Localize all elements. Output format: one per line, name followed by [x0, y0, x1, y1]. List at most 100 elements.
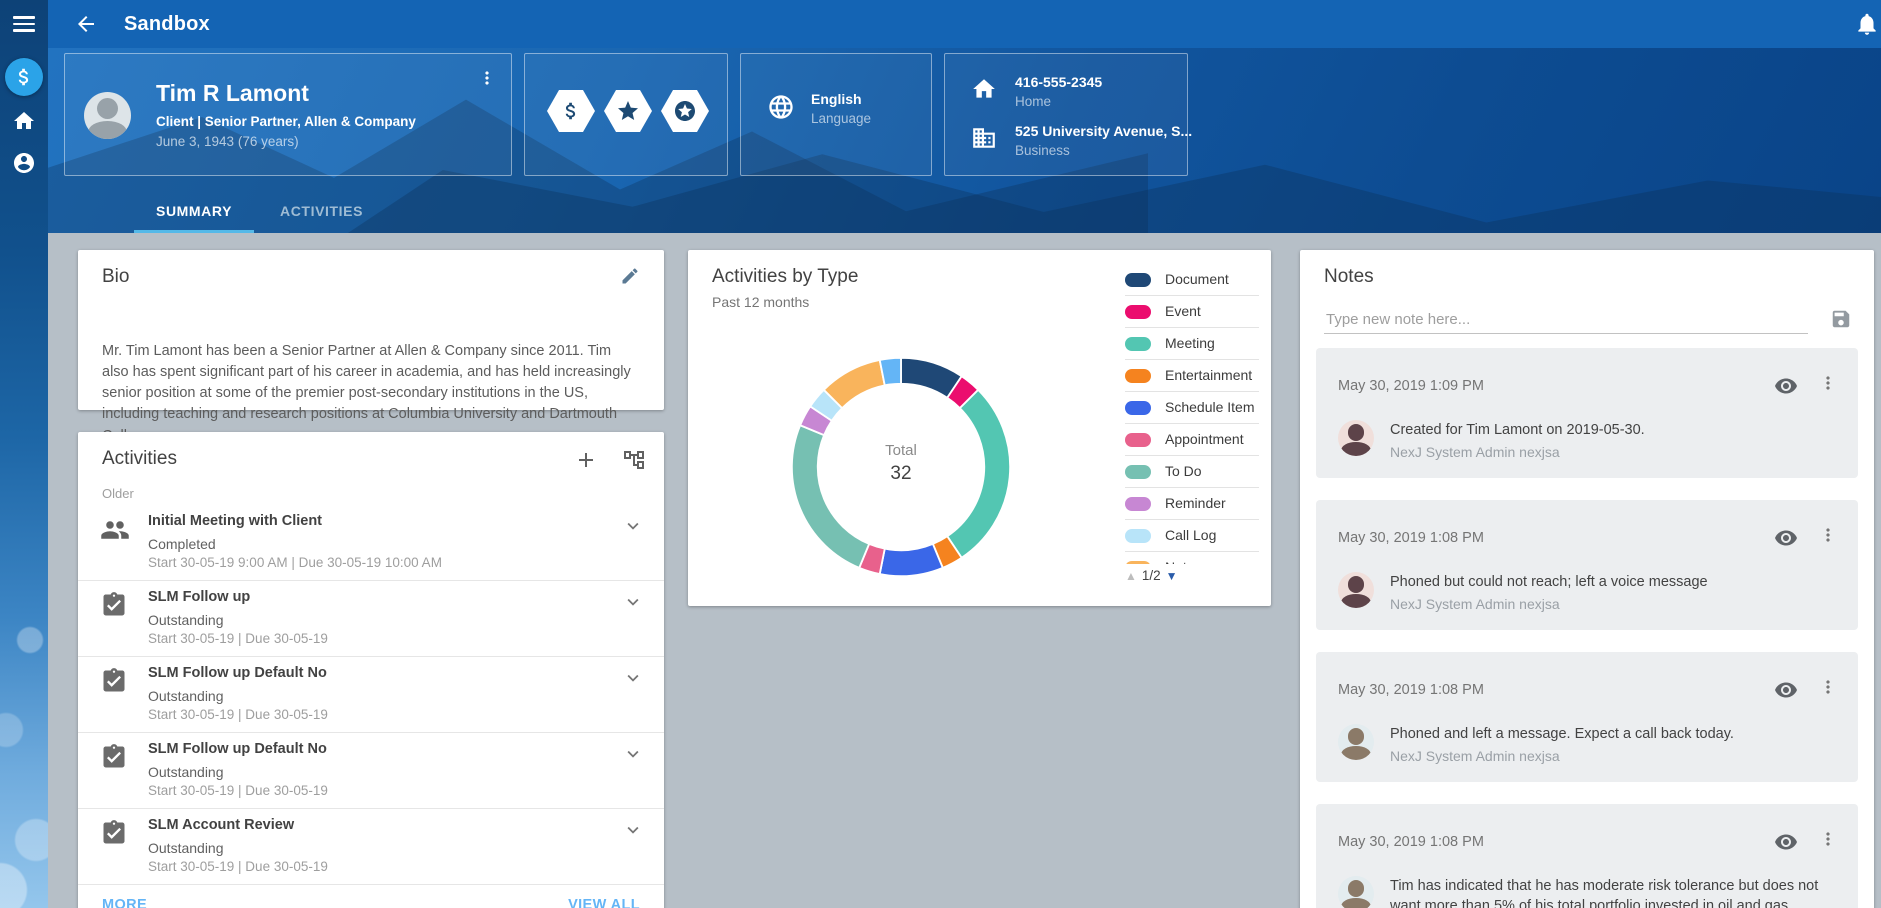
back-button[interactable] [74, 12, 98, 36]
language-card: English Language [740, 53, 932, 176]
new-note-input[interactable] [1324, 305, 1808, 334]
eye-icon [1774, 830, 1798, 854]
activity-title: SLM Follow up Default No [148, 741, 327, 757]
note-text: Phoned but could not reach; left a voice… [1390, 572, 1834, 592]
app-sidebar [0, 0, 48, 908]
activity-dates: Start 30-05-19 | Due 30-05-19 [148, 707, 328, 722]
legend-row: Entertainment [1125, 360, 1259, 392]
main-content: Bio Mr. Tim Lamont has been a Senior Par… [48, 233, 1881, 908]
note-menu-button[interactable] [1818, 373, 1838, 398]
eye-icon [1774, 374, 1798, 398]
note-author-avatar [1338, 572, 1374, 608]
legend-page-up-icon[interactable]: ▲ [1125, 569, 1137, 583]
expand-activity-button[interactable] [622, 819, 644, 846]
phone-row[interactable]: 416-555-2345 Home [945, 72, 1187, 109]
profile-avatar [84, 92, 131, 139]
activity-row[interactable]: SLM Follow up Default No Outstanding Sta… [78, 733, 664, 809]
profile-menu-button[interactable] [477, 68, 497, 93]
note-visibility-button[interactable] [1774, 374, 1798, 403]
star-circle-badge[interactable] [661, 90, 709, 132]
legend-row: Schedule Item [1125, 392, 1259, 424]
activity-row[interactable]: SLM Follow up Outstanding Start 30-05-19… [78, 581, 664, 657]
more-button[interactable]: MORE [102, 897, 147, 908]
save-icon [1830, 308, 1852, 330]
star-badge[interactable] [604, 90, 652, 132]
task-icon [100, 591, 128, 619]
dollar-badge[interactable] [547, 90, 595, 132]
note-body: Phoned but could not reach; left a voice… [1390, 572, 1834, 614]
note-item: May 30, 2019 1:08 PM Phoned but could no… [1316, 500, 1858, 630]
note-author-avatar [1338, 420, 1374, 456]
home-icon [12, 109, 36, 133]
note-menu-button[interactable] [1818, 677, 1838, 702]
activity-dates: Start 30-05-19 | Due 30-05-19 [148, 783, 328, 798]
activity-status: Outstanding [148, 764, 224, 780]
save-note-button[interactable] [1830, 308, 1852, 335]
expand-activity-button[interactable] [622, 591, 644, 618]
legend-label: Call Log [1165, 520, 1216, 551]
notes-title: Notes [1324, 266, 1374, 288]
note-visibility-button[interactable] [1774, 830, 1798, 859]
hierarchy-view-button[interactable] [622, 448, 646, 477]
legend-pagination: ▲ 1/2 ▼ [1125, 568, 1178, 583]
legend-swatch [1125, 433, 1151, 447]
donut-chart[interactable]: Total 32 [790, 356, 1012, 578]
note-timestamp: May 30, 2019 1:08 PM [1338, 682, 1484, 698]
note-text: Created for Tim Lamont on 2019-05-30. [1390, 420, 1834, 440]
sidebar-item-profile[interactable] [0, 146, 48, 180]
add-activity-button[interactable] [574, 448, 598, 477]
chart-subtitle: Past 12 months [712, 294, 809, 310]
note-author-avatar [1338, 724, 1374, 760]
sidebar-item-home[interactable] [0, 104, 48, 138]
profile-subtitle: Client | Senior Partner, Allen & Company [156, 114, 416, 129]
edit-bio-button[interactable] [620, 266, 640, 291]
activity-title: SLM Follow up Default No [148, 665, 327, 681]
kebab-icon [1818, 829, 1838, 849]
legend-label: Meeting [1165, 328, 1215, 359]
note-menu-button[interactable] [1818, 525, 1838, 550]
note-body: Created for Tim Lamont on 2019-05-30. Ne… [1390, 420, 1834, 462]
legend-row: Reminder [1125, 488, 1259, 520]
plus-icon [574, 448, 598, 472]
hamburger-menu-button[interactable] [0, 0, 48, 48]
legend-label: Entertainment [1165, 360, 1252, 391]
note-menu-button[interactable] [1818, 829, 1838, 854]
legend-swatch [1125, 305, 1151, 319]
org-tree-icon [622, 448, 646, 472]
activity-row[interactable]: Initial Meeting with Client Completed St… [78, 505, 664, 581]
activities-card: Activities Older Initial Meeting with Cl… [78, 432, 664, 908]
legend-label: Reminder [1165, 488, 1226, 519]
expand-activity-button[interactable] [622, 515, 644, 542]
activity-row[interactable]: SLM Account Review Outstanding Start 30-… [78, 809, 664, 885]
eye-icon [1774, 526, 1798, 550]
kebab-icon [477, 68, 497, 88]
activity-type-icon [100, 515, 130, 545]
tab-summary[interactable]: SUMMARY [132, 203, 256, 233]
address-row[interactable]: 525 University Avenue, S... Business [945, 121, 1187, 158]
legend-swatch [1125, 497, 1151, 511]
notifications-button[interactable] [1854, 11, 1880, 42]
expand-activity-button[interactable] [622, 667, 644, 694]
page-title: Sandbox [124, 13, 210, 36]
bell-icon [1854, 11, 1880, 37]
globe-icon [767, 93, 795, 121]
note-visibility-button[interactable] [1774, 678, 1798, 707]
note-text: Phoned and left a message. Expect a call… [1390, 724, 1834, 744]
finance-dollar-button[interactable] [5, 58, 43, 96]
address-value: 525 University Avenue, S... [1015, 121, 1192, 141]
legend-swatch [1125, 369, 1151, 383]
activity-row[interactable]: SLM Follow up Default No Outstanding Sta… [78, 657, 664, 733]
note-visibility-button[interactable] [1774, 526, 1798, 555]
expand-activity-button[interactable] [622, 743, 644, 770]
legend-swatch [1125, 337, 1151, 351]
tab-activities[interactable]: ACTIVITIES [256, 203, 387, 233]
view-all-button[interactable]: VIEW ALL [568, 897, 640, 908]
task-icon [100, 667, 128, 695]
activity-type-icon [100, 667, 130, 697]
donut-total-value: 32 [790, 463, 1012, 485]
activities-by-type-card: Activities by Type Past 12 months Total … [688, 250, 1271, 606]
legend-page-down-icon[interactable]: ▼ [1166, 569, 1178, 583]
activity-dates: Start 30-05-19 9:00 AM | Due 30-05-19 10… [148, 555, 442, 570]
language-row[interactable]: English Language [741, 89, 931, 126]
task-icon [100, 743, 128, 771]
